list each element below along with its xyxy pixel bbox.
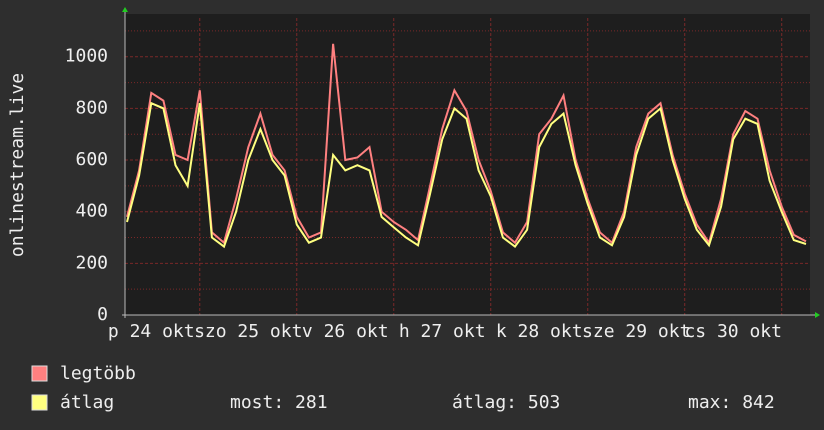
legend-label: legtöbb — [60, 363, 136, 384]
x-tick-label: v 26 okt — [302, 321, 389, 342]
plot-area — [125, 14, 810, 315]
y-tick-label: 0 — [97, 304, 108, 325]
y-axis-title: onlinestream.live — [7, 73, 28, 257]
x-tick-label: sze 29 okt — [582, 321, 690, 342]
stat-value: 281 — [295, 392, 328, 413]
axis-arrow — [815, 312, 820, 318]
series-line — [126, 101, 807, 249]
axis-arrow — [122, 7, 128, 12]
y-tick-label: 600 — [75, 149, 108, 170]
y-tick-label: 200 — [75, 252, 108, 273]
x-tick-label: p 24 okt — [108, 321, 195, 342]
legend-swatch — [31, 394, 48, 411]
stat: átlag: 503 — [452, 392, 560, 413]
stat-value: 503 — [528, 392, 561, 413]
y-tick-label: 800 — [75, 97, 108, 118]
stat-value: 842 — [742, 392, 775, 413]
x-tick-label: h 27 okt — [399, 321, 486, 342]
legend-label: átlag — [60, 392, 114, 413]
stat-label: max: — [688, 392, 731, 413]
x-tick-label: k 28 okt — [496, 321, 583, 342]
y-tick-label: 400 — [75, 201, 108, 222]
stat: most: 281 — [230, 392, 328, 413]
legend-swatch — [31, 365, 48, 382]
stat-label: átlag: — [452, 392, 517, 413]
stat: max: 842 — [688, 392, 775, 413]
x-tick-label: szo 25 okt — [194, 321, 302, 342]
stat-label: most: — [230, 392, 284, 413]
series-line — [126, 43, 807, 246]
y-tick-label: 1000 — [65, 46, 108, 67]
x-tick-label: cs 30 okt — [684, 321, 782, 342]
